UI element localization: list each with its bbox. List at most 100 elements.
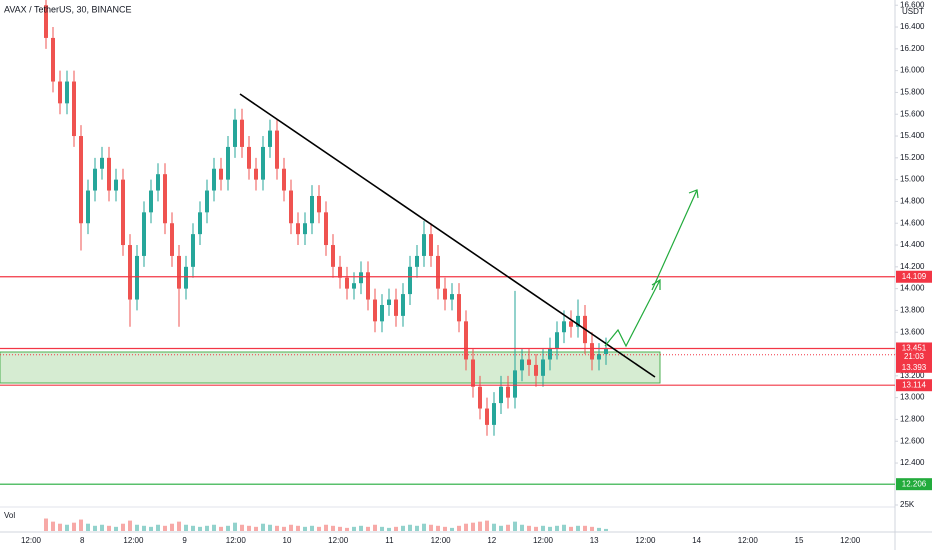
candle-body [457,294,461,322]
volume-bar [338,526,342,531]
y-tick-label: 13.800 [900,306,925,315]
x-tick-label: 9 [182,536,187,545]
volume-bar [520,524,524,531]
volume-label: Vol [4,511,15,520]
candle-body [128,245,132,300]
candle-body [541,359,545,376]
candle-body [422,234,426,256]
y-tick-label: 15.400 [900,131,925,140]
candle-body [198,212,202,235]
volume-bar [415,525,419,531]
volume-bar [359,525,363,531]
candle-body [177,255,181,289]
candle-body [443,288,447,300]
y-tick-label: 12.800 [900,415,925,424]
candle-body [135,255,139,300]
candle-body [345,277,349,289]
candle-body [513,370,517,398]
volume-bar [142,525,146,531]
y-tick-label: 16.400 [900,22,925,31]
candle-body [170,223,174,256]
volume-bar [499,525,503,531]
volume-bar [541,525,545,531]
candle-body [142,212,146,256]
candle-body [303,223,307,235]
volume-bar [177,521,181,531]
volume-bar [289,524,293,531]
volume-bar [79,519,83,531]
candle-body [485,408,489,425]
candle-body [121,179,125,246]
candle-body [569,321,573,327]
candle-body [191,234,195,267]
trendline [239,93,656,378]
candle-body [268,130,272,147]
candle-body [324,212,328,246]
price-tag-label: 13.451 [902,344,927,353]
y-tick-label: 13.200 [900,371,925,380]
candle-body [436,255,440,289]
volume-bar [317,526,321,531]
candle-body [450,294,454,300]
candle-body [387,299,391,305]
candle-body [163,174,167,224]
candle-body [380,304,384,322]
candle-body [527,359,531,365]
x-tick-label: 12:00 [21,536,42,545]
volume-bar [247,525,251,531]
volume-bar [72,522,76,531]
y-tick-label: 14.800 [900,197,925,206]
volume-bar [583,525,587,531]
volume-bar [282,526,286,531]
volume-bar [429,524,433,531]
x-tick-label: 10 [283,536,292,545]
volume-bar [107,525,111,531]
y-tick-label: 14.200 [900,262,925,271]
candle-body [408,266,412,295]
volume-bar [219,526,223,531]
candle-body [478,386,482,409]
volume-bar [527,525,531,531]
volume-bar [569,526,573,531]
volume-bar [324,524,328,531]
y-tick-label: 12.400 [900,458,925,467]
y-tick-label: 15.800 [900,88,925,97]
volume-bar [478,521,482,531]
volume-bar [212,524,216,531]
volume-bar [576,525,580,531]
volume-bar [422,523,426,531]
volume-bar [170,523,174,531]
volume-bar [296,525,300,531]
volume-bar [352,526,356,531]
volume-bar [331,525,335,531]
x-tick-label: 12:00 [738,536,759,545]
volume-bar [604,528,608,531]
candle-body [44,5,48,38]
volume-bar [387,527,391,531]
candle-body [205,190,209,213]
candle-body [604,348,608,355]
volume-bar [513,521,517,531]
volume-bar [597,527,601,531]
candle-body [58,81,62,104]
candle-body [219,168,223,180]
volume-bar [436,525,440,531]
chart-title: AVAX / TetherUS, 30, BINANCE [4,4,132,14]
candle-body [590,343,594,360]
candle-body [212,168,216,191]
volume-bar [562,524,566,531]
last-price-tag [896,351,932,373]
volume-bar [443,526,447,531]
volume-bar [240,524,244,531]
candle-body [156,174,160,191]
candle-body [247,146,251,169]
volume-bar [100,524,104,531]
x-tick-label: 14 [692,536,701,545]
volume-bar [310,525,314,531]
candle-body [261,146,265,180]
candle-body [65,81,69,104]
price-tag-label: 12.206 [902,479,927,488]
candle-body [464,321,468,360]
